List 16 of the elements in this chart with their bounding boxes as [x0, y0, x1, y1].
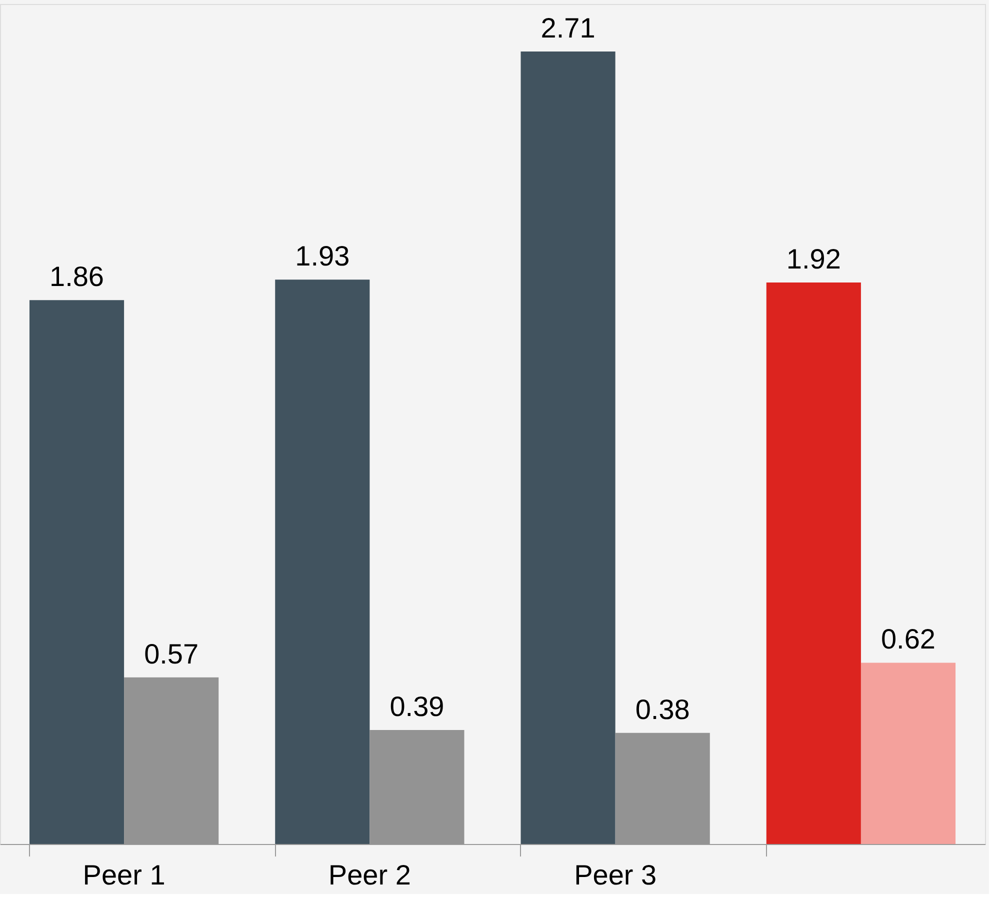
x-tick-label: Peer 1 [82, 860, 166, 890]
data-label: 0.38 [635, 694, 690, 725]
data-label: 0.39 [390, 690, 444, 722]
data-label: 1.86 [50, 261, 104, 292]
data-label: 0.57 [144, 638, 199, 670]
data-label: 0.62 [880, 624, 936, 655]
x-tick-label: Peer 2 [328, 860, 411, 890]
bar [860, 662, 956, 844]
bar [275, 280, 370, 844]
data-label: 2.71 [540, 12, 596, 44]
data-label: 1.92 [786, 244, 841, 275]
data-label: 1.93 [295, 240, 350, 272]
bar [766, 282, 861, 844]
bar [29, 300, 124, 844]
x-tick-label: Peer 3 [574, 860, 657, 890]
bar [520, 52, 616, 844]
